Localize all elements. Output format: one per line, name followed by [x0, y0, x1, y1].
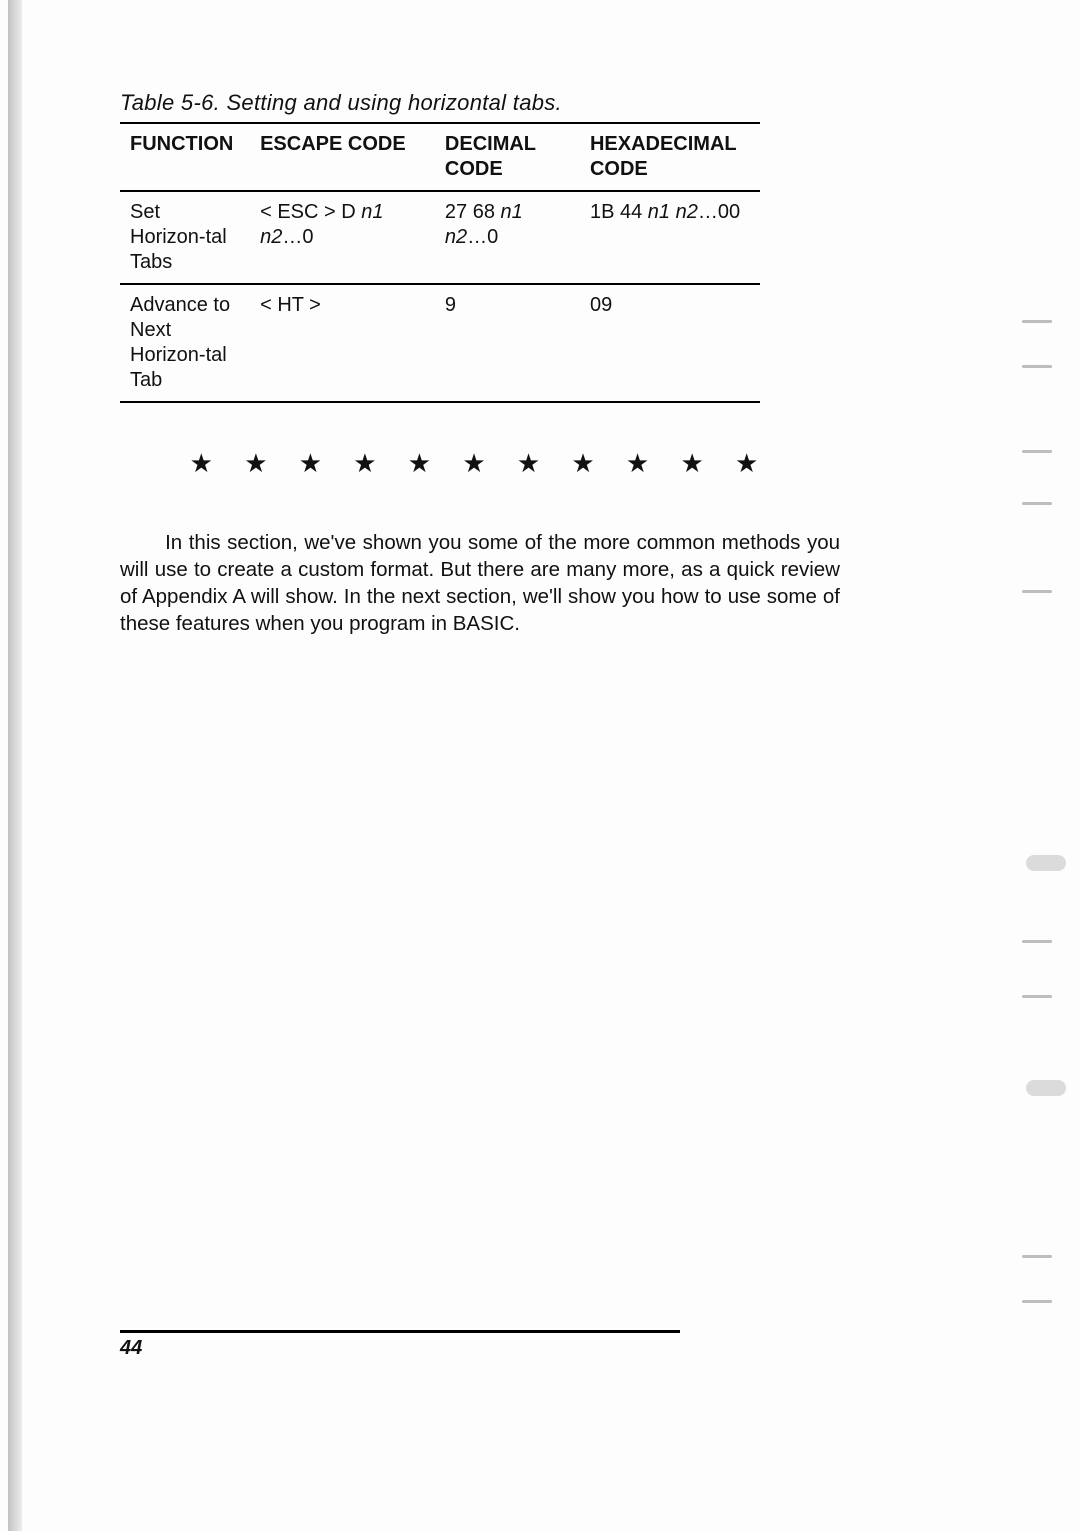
col-hex: HEXADECIMAL CODE — [580, 123, 760, 191]
scan-tick — [1022, 1255, 1052, 1258]
body-paragraph: In this section, we've shown you some of… — [120, 529, 840, 637]
txt: < ESC > D — [260, 201, 361, 223]
codes-table: FUNCTION ESCAPE CODE DECIMAL CODE HEXADE… — [120, 122, 760, 403]
table-row: Advance to Next Horizon-tal Tab < HT > 9… — [120, 284, 760, 402]
page-number: 44 — [120, 1337, 142, 1359]
scan-tick — [1022, 320, 1052, 323]
table-header-row: FUNCTION ESCAPE CODE DECIMAL CODE HEXADE… — [120, 123, 760, 191]
scan-tick — [1022, 995, 1052, 998]
scan-spine — [8, 0, 22, 1531]
scan-tick — [1022, 590, 1052, 593]
col-decimal: DECIMAL CODE — [435, 123, 580, 191]
cell-escape: < ESC > D n1 n2…0 — [250, 191, 435, 284]
table-caption: Table 5-6. Setting and using horizontal … — [120, 90, 840, 116]
scan-smudge — [1026, 1080, 1066, 1096]
page-content: Table 5-6. Setting and using horizontal … — [120, 90, 840, 658]
col-function: FUNCTION — [120, 123, 250, 191]
cell-escape: < HT > — [250, 284, 435, 402]
col-escape: ESCAPE CODE — [250, 123, 435, 191]
cell-function: Advance to Next Horizon-tal Tab — [120, 284, 250, 402]
scan-tick — [1022, 365, 1052, 368]
page-footer: 44 — [120, 1330, 680, 1360]
star-divider: ★ ★ ★ ★ ★ ★ ★ ★ ★ ★ ★ — [120, 448, 840, 479]
txt: 27 68 — [445, 201, 501, 223]
scan-smudge — [1026, 855, 1066, 871]
txt: …0 — [282, 226, 313, 248]
scan-tick — [1022, 450, 1052, 453]
scan-tick — [1022, 940, 1052, 943]
cell-decimal: 27 68 n1 n2…0 — [435, 191, 580, 284]
cell-hex: 1B 44 n1 n2…00 — [580, 191, 760, 284]
table-row: Set Horizon-tal Tabs < ESC > D n1 n2…0 2… — [120, 191, 760, 284]
cell-hex: 09 — [580, 284, 760, 402]
scan-tick — [1022, 1300, 1052, 1303]
txt-it: n1 n2 — [648, 201, 698, 223]
cell-function: Set Horizon-tal Tabs — [120, 191, 250, 284]
txt: …0 — [467, 226, 498, 248]
txt: …00 — [698, 201, 740, 223]
txt: 1B 44 — [590, 201, 648, 223]
scan-tick — [1022, 502, 1052, 505]
cell-decimal: 9 — [435, 284, 580, 402]
